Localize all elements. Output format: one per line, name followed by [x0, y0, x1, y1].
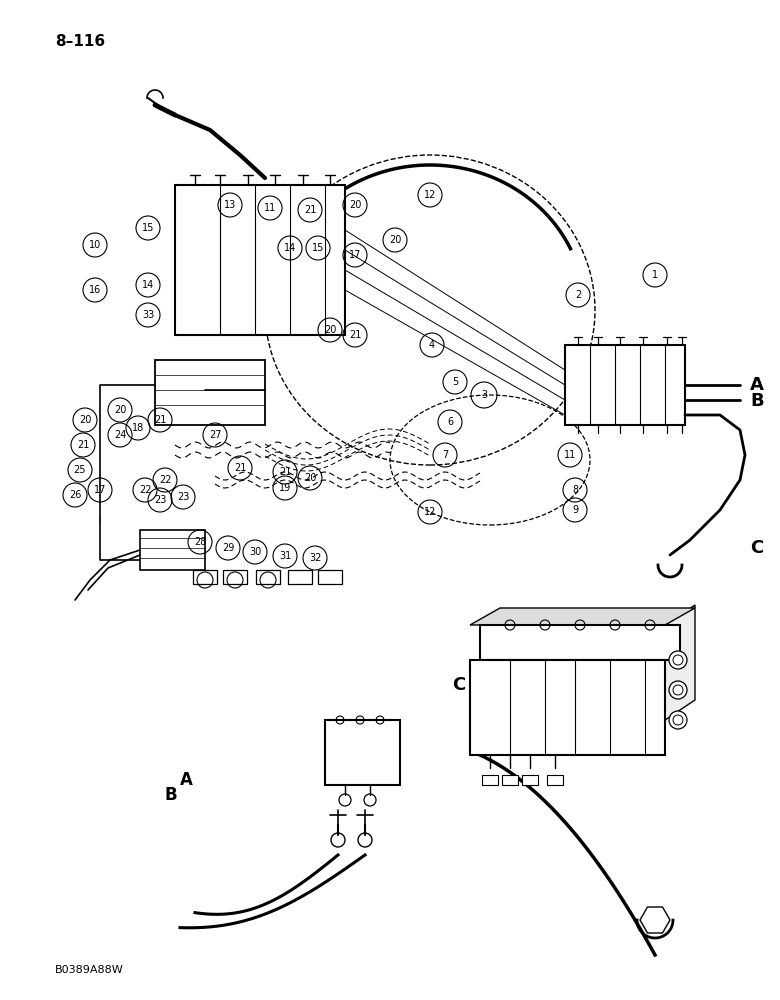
Text: 1: 1	[652, 270, 658, 280]
Text: 20: 20	[114, 405, 126, 415]
Circle shape	[669, 651, 687, 669]
Text: 33: 33	[142, 310, 154, 320]
Text: 3: 3	[481, 390, 487, 400]
Text: 17: 17	[94, 485, 106, 495]
FancyBboxPatch shape	[256, 570, 280, 584]
Polygon shape	[665, 605, 695, 720]
Circle shape	[669, 681, 687, 699]
Text: 11: 11	[564, 450, 576, 460]
Text: 21: 21	[76, 440, 89, 450]
Text: 5: 5	[452, 377, 458, 387]
FancyBboxPatch shape	[470, 660, 665, 755]
Text: 30: 30	[249, 547, 261, 557]
FancyBboxPatch shape	[522, 775, 538, 785]
Text: 24: 24	[114, 430, 126, 440]
Text: C: C	[452, 676, 465, 694]
FancyBboxPatch shape	[480, 625, 680, 660]
Text: 21: 21	[349, 330, 361, 340]
FancyBboxPatch shape	[193, 570, 217, 584]
FancyBboxPatch shape	[155, 360, 265, 425]
Text: 13: 13	[224, 200, 236, 210]
Text: 22: 22	[139, 485, 151, 495]
Text: 22: 22	[159, 475, 172, 485]
Text: 31: 31	[279, 551, 291, 561]
Text: 4: 4	[429, 340, 435, 350]
Text: 12: 12	[424, 507, 436, 517]
Text: 14: 14	[284, 243, 296, 253]
FancyBboxPatch shape	[502, 775, 518, 785]
Text: 17: 17	[349, 250, 361, 260]
Text: 10: 10	[89, 240, 101, 250]
FancyBboxPatch shape	[325, 720, 400, 785]
Circle shape	[669, 711, 687, 729]
Text: 21: 21	[304, 205, 316, 215]
Text: C: C	[750, 539, 764, 557]
Text: 20: 20	[349, 200, 361, 210]
FancyBboxPatch shape	[318, 570, 342, 584]
Text: 28: 28	[193, 537, 206, 547]
Text: B: B	[750, 392, 764, 410]
Polygon shape	[470, 608, 695, 625]
Text: 23: 23	[177, 492, 190, 502]
Text: 21: 21	[154, 415, 166, 425]
Text: 20: 20	[304, 473, 316, 483]
Text: 23: 23	[154, 495, 166, 505]
FancyBboxPatch shape	[288, 570, 312, 584]
Text: B0389A88W: B0389A88W	[55, 965, 124, 975]
Text: 2: 2	[575, 290, 581, 300]
Text: 15: 15	[312, 243, 324, 253]
FancyBboxPatch shape	[223, 570, 247, 584]
Text: 20: 20	[79, 415, 91, 425]
Text: 21: 21	[234, 463, 246, 473]
Text: 18: 18	[132, 423, 144, 433]
Text: 20: 20	[324, 325, 336, 335]
Text: 27: 27	[209, 430, 222, 440]
Text: 19: 19	[279, 483, 291, 493]
Text: 15: 15	[142, 223, 154, 233]
Text: 14: 14	[142, 280, 154, 290]
Text: 11: 11	[264, 203, 276, 213]
Text: A: A	[750, 376, 764, 394]
Text: 21: 21	[278, 467, 291, 477]
Text: 9: 9	[572, 505, 578, 515]
Text: A: A	[180, 771, 193, 789]
Text: 6: 6	[447, 417, 453, 427]
FancyBboxPatch shape	[140, 530, 205, 570]
Polygon shape	[640, 907, 670, 933]
Text: 32: 32	[309, 553, 321, 563]
FancyBboxPatch shape	[547, 775, 563, 785]
Text: 26: 26	[69, 490, 81, 500]
FancyBboxPatch shape	[482, 775, 498, 785]
Text: 8: 8	[572, 485, 578, 495]
Text: B: B	[165, 786, 178, 804]
Text: 25: 25	[74, 465, 87, 475]
FancyBboxPatch shape	[565, 345, 685, 425]
Text: 7: 7	[442, 450, 448, 460]
Text: 20: 20	[388, 235, 401, 245]
FancyBboxPatch shape	[175, 185, 345, 335]
Text: 12: 12	[424, 190, 436, 200]
Text: 16: 16	[89, 285, 101, 295]
Text: 8–116: 8–116	[55, 34, 105, 49]
Text: 29: 29	[222, 543, 234, 553]
